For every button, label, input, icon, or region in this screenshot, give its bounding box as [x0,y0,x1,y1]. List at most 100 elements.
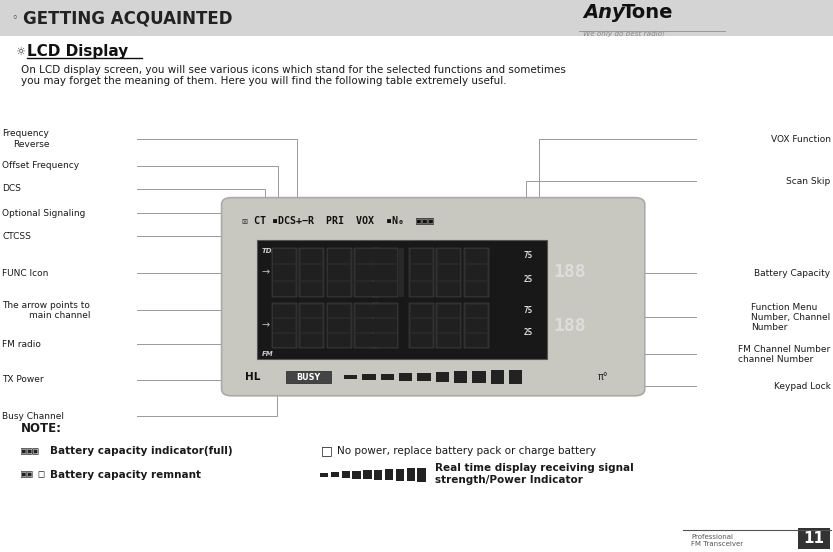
Bar [301,335,322,347]
Bar [411,335,432,347]
Bar [331,472,339,477]
Bar [273,320,295,332]
Text: ☒ CT ▪DCS+−R  PRI  VOX  ▪N₀  ▣▣▣: ☒ CT ▪DCS+−R PRI VOX ▪N₀ ▣▣▣ [242,216,433,226]
Bar [417,468,426,482]
Text: strength/Power Indicator: strength/Power Indicator [435,475,583,485]
Text: Keypad Lock: Keypad Lock [774,382,831,391]
Text: 188: 188 [553,317,586,335]
Bar [466,335,487,347]
Text: FM: FM [262,351,273,357]
Text: On LCD display screen, you will see various icons which stand for the selected f: On LCD display screen, you will see vari… [21,65,566,75]
Bar [466,305,487,317]
Text: you may forget the meaning of them. Here you will find the following table extre: you may forget the meaning of them. Here… [21,76,506,86]
Bar [356,265,377,279]
Bar [344,375,357,379]
Text: Any: Any [583,3,625,22]
Bar [299,304,324,348]
Bar [354,247,379,298]
Bar [273,335,295,347]
Bar [327,247,352,298]
Bar [399,373,412,381]
Text: Offset Frequency: Offset Frequency [2,161,80,170]
Bar [374,470,382,480]
Text: ▣▣▣: ▣▣▣ [21,446,38,456]
Bar [354,304,379,348]
Text: 11: 11 [803,531,825,546]
Text: ▣▣ □: ▣▣ □ [21,470,44,480]
Text: BUSY: BUSY [296,373,321,381]
Text: Real time display receiving signal: Real time display receiving signal [435,463,634,473]
Text: GETTING ACQUAINTED: GETTING ACQUAINTED [23,9,233,27]
Text: Frequency
Reverse: Frequency Reverse [2,129,49,149]
Bar [356,335,377,347]
Bar [466,282,487,296]
Bar [472,371,486,383]
Text: 25: 25 [523,328,533,337]
Bar [328,335,350,347]
Bar [438,335,460,347]
Bar [301,305,322,317]
Text: FM radio: FM radio [2,340,42,349]
Bar [257,241,546,359]
Text: TX Power: TX Power [2,375,44,384]
Bar [438,248,460,263]
Text: □: □ [321,444,332,458]
Bar [375,265,397,279]
Bar [454,371,467,383]
Text: Tone: Tone [622,3,674,22]
Text: Function Menu
Number, Channel
Number: Function Menu Number, Channel Number [751,302,831,332]
Bar [299,247,324,298]
Bar [356,282,377,296]
Text: FM Channel Number
channel Number: FM Channel Number channel Number [738,344,831,364]
Bar [320,473,328,477]
Text: DCS: DCS [2,184,22,193]
Text: LCD Display: LCD Display [27,44,129,60]
Bar [464,247,489,298]
Text: Busy Channel: Busy Channel [2,412,64,421]
Bar [438,320,460,332]
Text: FUNC Icon: FUNC Icon [2,269,49,278]
Bar [0,0,833,36]
Text: Battery capacity indicator(full): Battery capacity indicator(full) [50,446,232,456]
Bar [436,304,461,348]
Bar [272,247,297,298]
Bar [375,282,397,296]
Text: CTCSS: CTCSS [2,232,32,241]
Bar [301,282,322,296]
Bar [352,471,361,479]
Bar [466,320,487,332]
Text: →: → [262,321,270,331]
Text: ◦: ◦ [11,13,17,23]
Bar [399,247,404,298]
Bar [356,320,377,332]
Text: The arrow points to
main channel: The arrow points to main channel [2,300,90,320]
Bar [375,248,397,263]
Bar [491,370,504,384]
Bar [417,373,431,381]
Bar [436,247,461,298]
Bar [466,265,487,279]
Bar [407,468,415,481]
Bar [385,469,393,480]
Text: NOTE:: NOTE: [21,422,62,436]
Bar [272,304,297,348]
Bar [396,469,404,481]
Bar [409,247,434,298]
Text: Professional: Professional [691,534,733,539]
Text: TDR: TDR [262,248,277,253]
Bar [375,320,397,332]
Bar [411,265,432,279]
Bar [273,282,295,296]
Text: 75: 75 [523,251,533,259]
Bar [438,305,460,317]
Bar [438,282,460,296]
Text: π°: π° [597,372,608,382]
Text: 75: 75 [523,306,533,315]
Bar [356,305,377,317]
Bar [411,305,432,317]
Bar [328,282,350,296]
Bar [466,248,487,263]
Bar [798,528,830,549]
Bar [273,248,295,263]
Bar [286,371,331,383]
